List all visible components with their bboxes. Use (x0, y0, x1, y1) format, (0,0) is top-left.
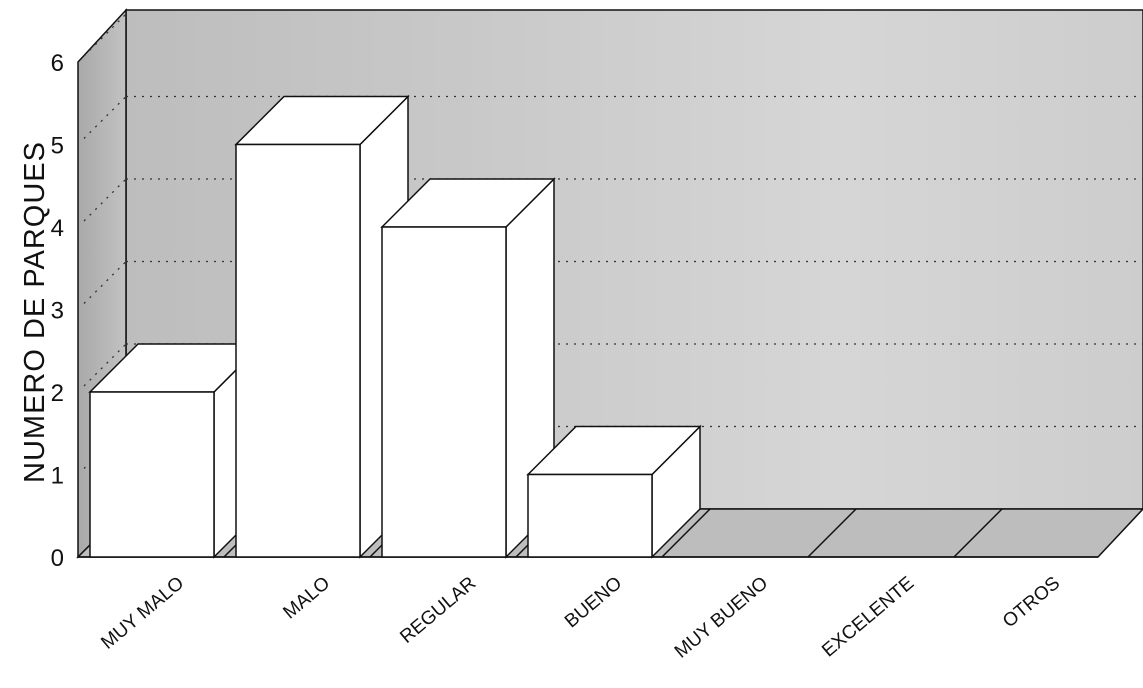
x-tick-label: MUY MALO (97, 573, 188, 654)
x-tick-label: REGULAR (396, 573, 480, 648)
y-tick-label: 0 (51, 545, 64, 572)
x-tick-label: BUENO (561, 573, 626, 633)
y-tick-label: 1 (51, 463, 64, 490)
gridline-side (83, 178, 127, 222)
bar-front (527, 473, 653, 558)
x-tick-labels: MUY MALO MALO REGULAR BUENO MUY BUENO EXCELEN… (97, 573, 1064, 663)
bar-front (89, 391, 215, 558)
gridline-side (83, 96, 127, 139)
bar (526, 424, 702, 559)
y-tick-label: 6 (51, 50, 64, 77)
gridline-side (83, 13, 127, 57)
x-tick-label: EXCELENTE (818, 573, 918, 662)
x-tick-label: MUY BUENO (671, 573, 772, 663)
y-tick-label: 5 (51, 133, 64, 160)
y-tick-label: 2 (51, 380, 64, 407)
gridline-side (83, 261, 127, 304)
bar-front (381, 226, 507, 558)
floor-divider (661, 508, 711, 558)
x-tick-label: OTROS (999, 573, 1064, 633)
bar-front (235, 143, 361, 558)
floor-divider (953, 508, 1003, 558)
y-tick-label: 4 (51, 215, 64, 242)
gridline-side (83, 343, 127, 387)
y-tick-label: 3 (51, 298, 64, 325)
floor-divider (807, 508, 857, 558)
bar (234, 94, 410, 559)
x-tick-label: MALO (279, 573, 334, 624)
y-axis-label: NUMERO DE PARQUES (19, 141, 51, 483)
y-tick-labels: 0 1 2 3 4 5 6 (51, 50, 64, 572)
bars (88, 94, 702, 559)
